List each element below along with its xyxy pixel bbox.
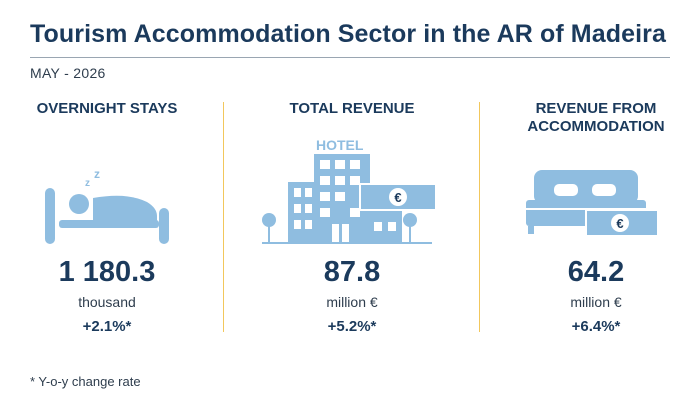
indicator-title-line1: REVENUE FROM — [535, 100, 657, 117]
indicator-unit: million € — [570, 294, 622, 310]
indicator-change-rate: +2.1%* — [82, 318, 132, 335]
indicator-value: 1 180.3 — [58, 256, 156, 288]
indicator-revenue-from-accommodation: REVENUE FROM ACCOMMODATION — [496, 100, 696, 335]
euro-symbol: € — [394, 190, 401, 205]
hotel-building-euro-icon: HOTEL — [252, 132, 452, 244]
sleeping-person-in-bed-icon: z z — [7, 158, 207, 268]
indicator-change-rate: +6.4%* — [571, 318, 621, 335]
indicator-title: TOTAL REVENUE — [289, 100, 415, 117]
double-bed-euro-icon: € — [496, 160, 696, 270]
indicator-overnight-stays: OVERNIGHT STAYS z z 1 180.3 thousand +2.… — [7, 100, 207, 335]
hotel-sign-label: HOTEL — [316, 137, 364, 153]
reference-period: MAY - 2026 — [30, 65, 106, 81]
indicator-title: REVENUE FROM ACCOMMODATION — [496, 100, 696, 138]
column-separator — [479, 102, 480, 332]
column-separator — [223, 102, 224, 332]
indicator-change-rate: +5.2%* — [327, 318, 377, 335]
indicator-unit: million € — [326, 294, 378, 310]
indicator-value: 87.8 — [323, 256, 381, 288]
euro-symbol: € — [616, 216, 623, 231]
svg-text:z: z — [94, 167, 100, 181]
page-title: Tourism Accommodation Sector in the AR o… — [30, 20, 666, 48]
title-divider — [30, 57, 670, 58]
indicator-title: OVERNIGHT STAYS — [36, 100, 178, 117]
indicator-total-revenue: TOTAL REVENUE HOTEL — [252, 100, 452, 335]
indicator-title-line2: ACCOMMODATION — [527, 118, 665, 135]
indicator-value: 64.2 — [567, 256, 625, 288]
footnote: * Y-o-y change rate — [30, 374, 141, 389]
svg-text:z: z — [85, 178, 90, 189]
indicator-unit: thousand — [78, 294, 136, 310]
